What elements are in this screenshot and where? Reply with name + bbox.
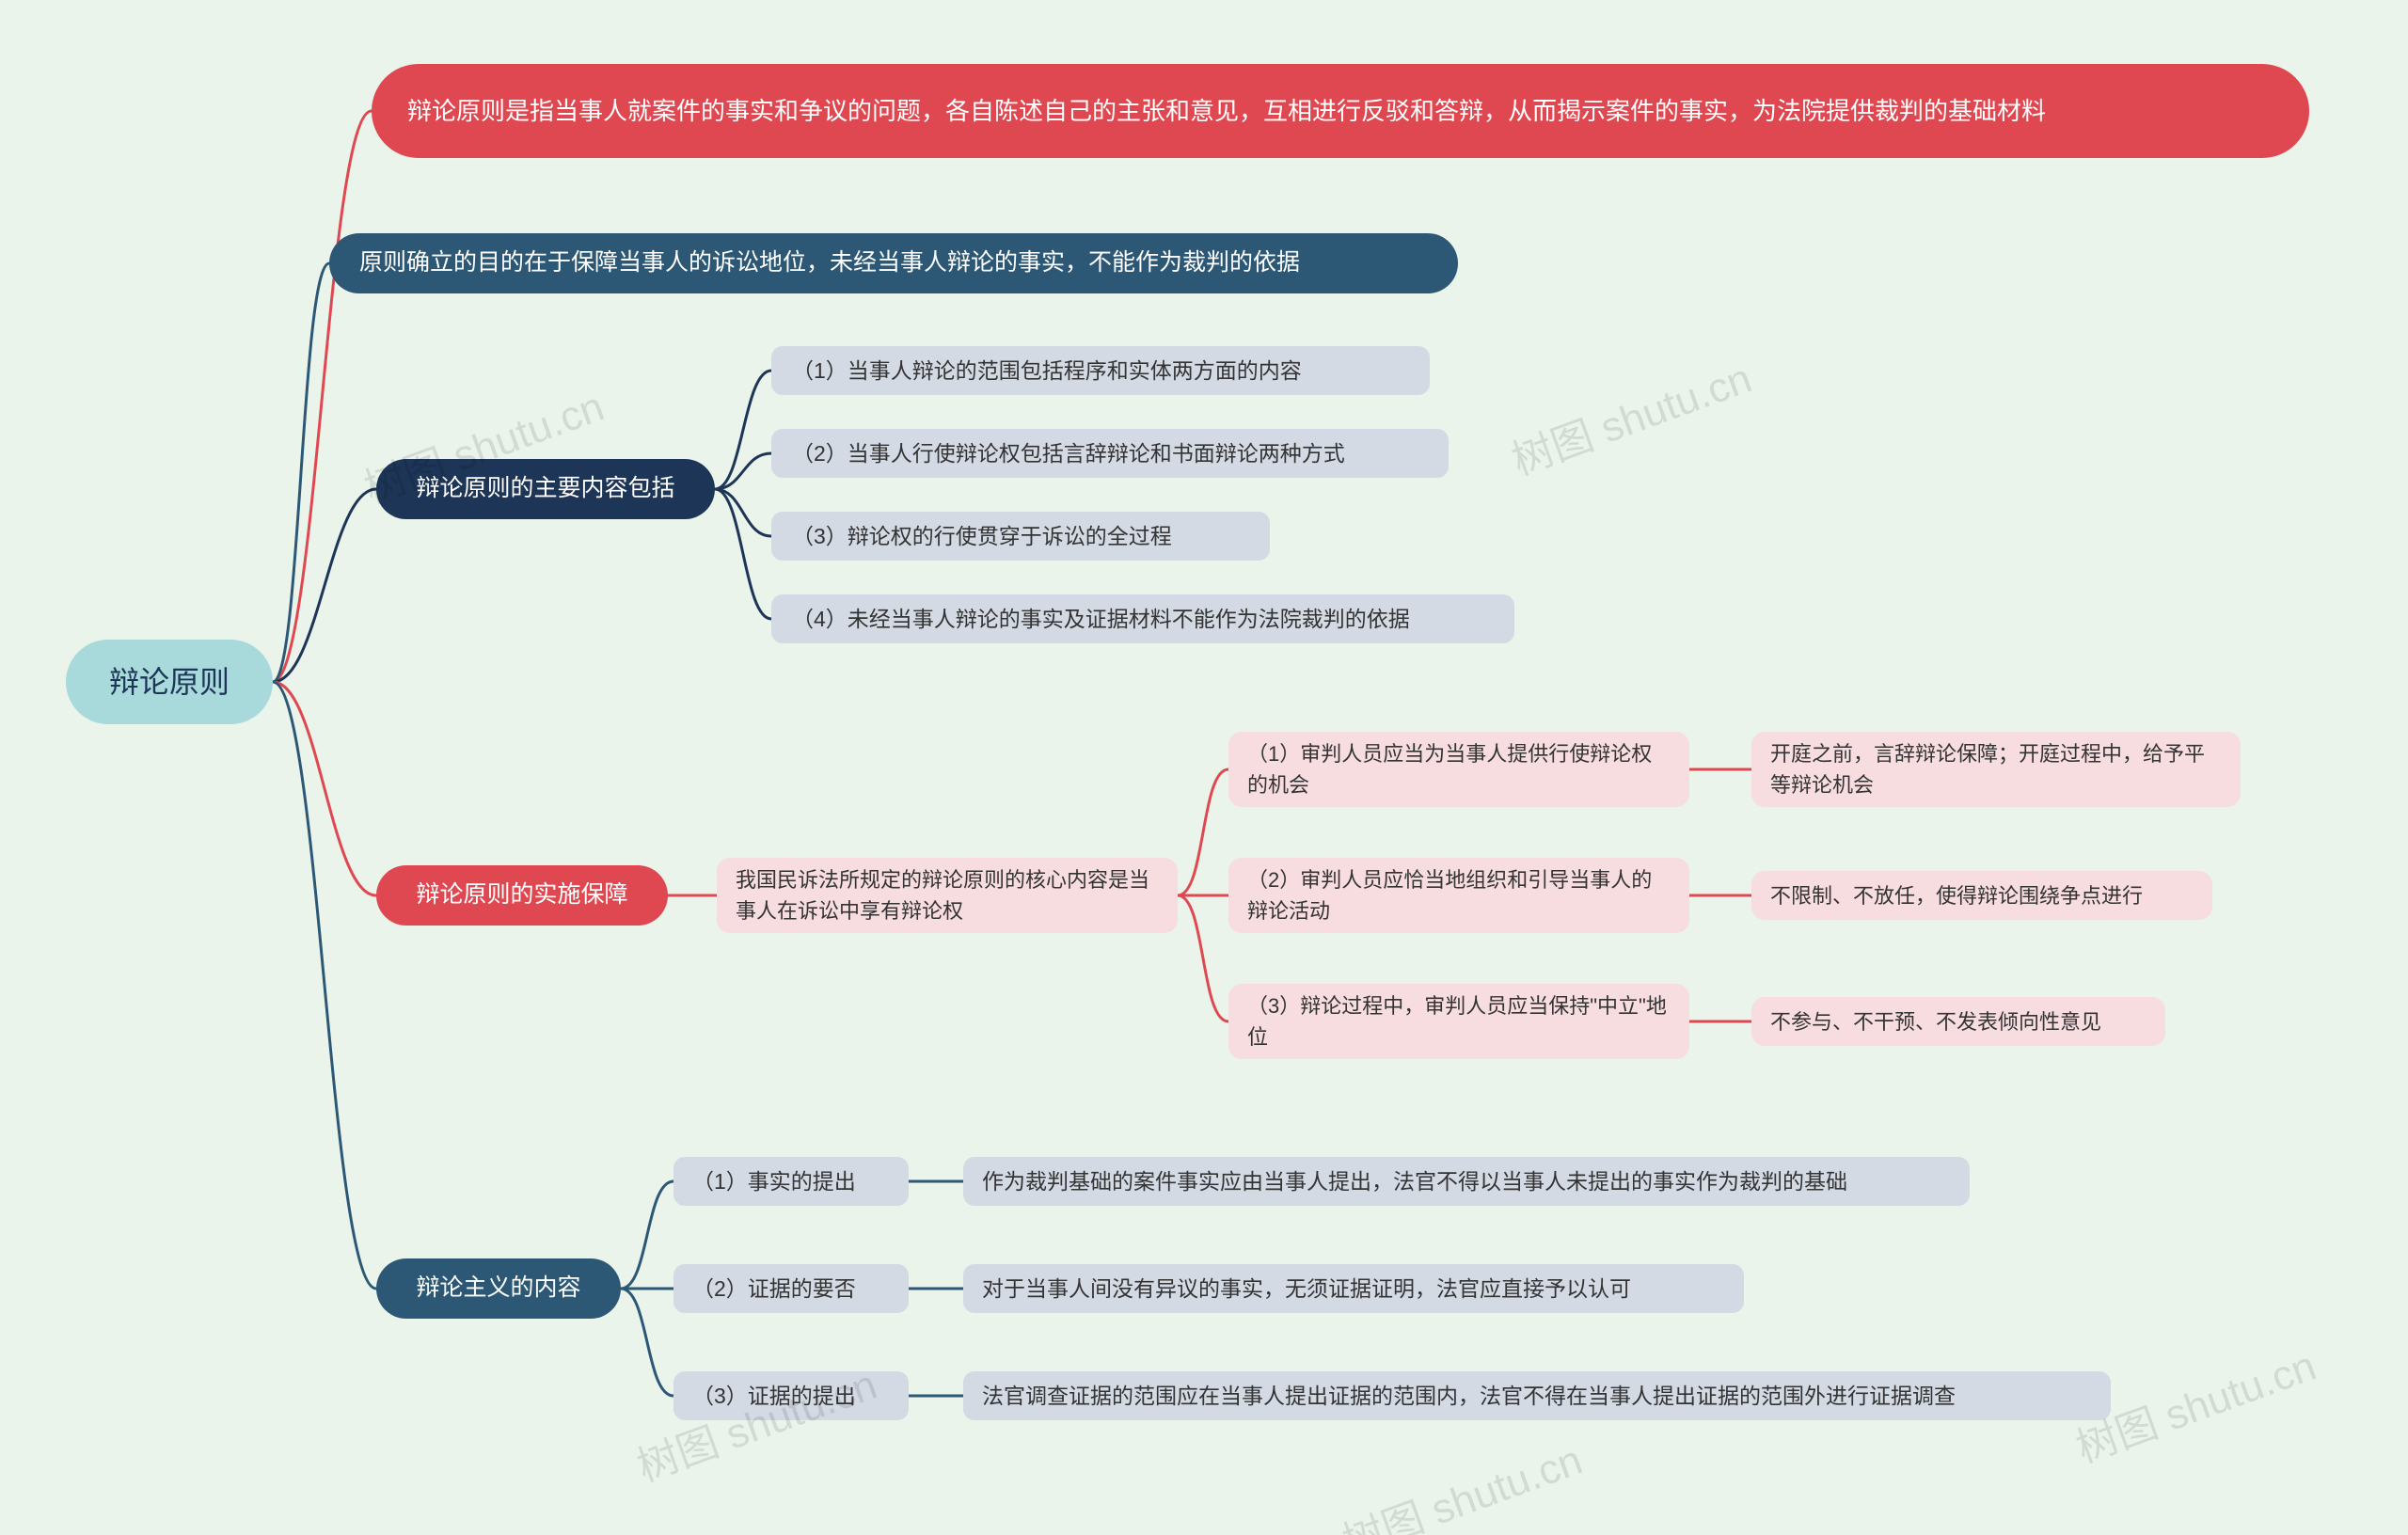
mindmap-edge: [715, 453, 771, 489]
mindmap-edge: [273, 682, 376, 1289]
mindmap-node-root: 辩论原则: [66, 640, 273, 724]
watermark: 树图 shutu.cn: [1333, 1426, 1589, 1535]
mindmap-node-b5c3d: 法官调查证据的范围应在当事人提出证据的范围内，法官不得在当事人提出证据的范围外进…: [963, 1371, 2111, 1420]
mindmap-edge: [715, 489, 771, 619]
mindmap-edge: [715, 489, 771, 536]
mindmap-node-b4: 辩论原则的实施保障: [376, 865, 668, 926]
mindmap-node-b2: 原则确立的目的在于保障当事人的诉讼地位，未经当事人辩论的事实，不能作为裁判的依据: [329, 233, 1458, 293]
mindmap-node-b4c1: 我国民诉法所规定的辩论原则的核心内容是当事人在诉讼中享有辩论权: [717, 858, 1178, 933]
mindmap-edge: [621, 1181, 673, 1289]
mindmap-node-b1: 辩论原则是指当事人就案件的事实和争议的问题，各自陈述自己的主张和意见，互相进行反…: [372, 64, 2309, 158]
mindmap-edge: [273, 263, 329, 682]
mindmap-edge: [273, 682, 376, 895]
mindmap-node-b3: 辩论原则的主要内容包括: [376, 459, 715, 519]
mindmap-canvas: 辩论原则 辩论原则是指当事人就案件的事实和争议的问题，各自陈述自己的主张和意见，互…: [0, 0, 2408, 1535]
mindmap-node-b5c3: （3）证据的提出: [673, 1371, 909, 1420]
mindmap-edge: [1178, 769, 1228, 895]
mindmap-node-b5c2: （2）证据的要否: [673, 1264, 909, 1313]
mindmap-edge: [273, 489, 376, 682]
mindmap-edge: [1178, 895, 1228, 1021]
mindmap-node-b4cc2: （2）审判人员应恰当地组织和引导当事人的辩论活动: [1228, 858, 1689, 933]
mindmap-node-b4cc1d: 开庭之前，言辞辩论保障；开庭过程中，给予平等辩论机会: [1751, 732, 2241, 807]
mindmap-edge: [621, 1289, 673, 1396]
mindmap-node-b3c3: （3）辩论权的行使贯穿于诉讼的全过程: [771, 512, 1270, 561]
mindmap-node-b3c1: （1）当事人辩论的范围包括程序和实体两方面的内容: [771, 346, 1430, 395]
mindmap-node-b4cc3d: 不参与、不干预、不发表倾向性意见: [1751, 997, 2165, 1046]
mindmap-edge: [273, 111, 372, 682]
mindmap-node-b4cc3: （3）辩论过程中，审判人员应当保持"中立"地位: [1228, 984, 1689, 1059]
mindmap-node-b5c2d: 对于当事人间没有异议的事实，无须证据证明，法官应直接予以认可: [963, 1264, 1744, 1313]
mindmap-node-b5: 辩论主义的内容: [376, 1258, 621, 1319]
mindmap-node-b5c1d: 作为裁判基础的案件事实应由当事人提出，法官不得以当事人未提出的事实作为裁判的基础: [963, 1157, 1970, 1206]
mindmap-node-b4cc2d: 不限制、不放任，使得辩论围绕争点进行: [1751, 871, 2212, 920]
mindmap-edge: [715, 371, 771, 489]
watermark: 树图 shutu.cn: [1502, 344, 1758, 486]
mindmap-node-b5c1: （1）事实的提出: [673, 1157, 909, 1206]
mindmap-node-b3c2: （2）当事人行使辩论权包括言辞辩论和书面辩论两种方式: [771, 429, 1449, 478]
mindmap-node-b4cc1: （1）审判人员应当为当事人提供行使辩论权的机会: [1228, 732, 1689, 807]
mindmap-node-b3c4: （4）未经当事人辩论的事实及证据材料不能作为法院裁判的依据: [771, 594, 1514, 643]
